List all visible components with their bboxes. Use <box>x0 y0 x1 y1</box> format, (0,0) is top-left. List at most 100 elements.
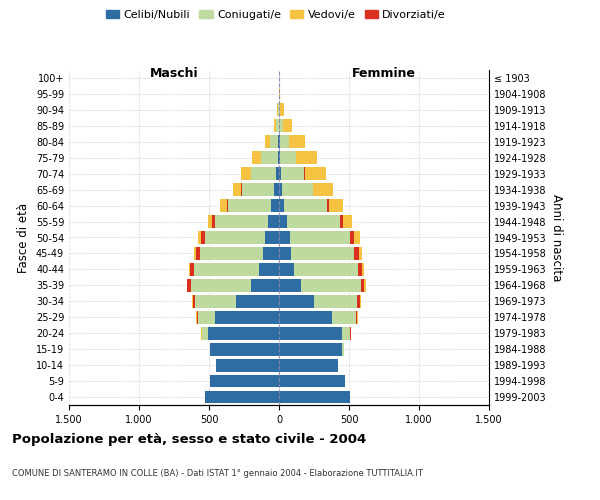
Bar <box>265 136 270 148</box>
Bar <box>210 343 211 355</box>
Bar <box>364 279 365 291</box>
Text: COMUNE DI SANTERAMO IN COLLE (BA) - Dati ISTAT 1° gennaio 2004 - Elaborazione TU: COMUNE DI SANTERAMO IN COLLE (BA) - Dati… <box>12 469 423 478</box>
Bar <box>328 199 329 212</box>
Bar <box>263 247 279 260</box>
Bar <box>358 295 360 308</box>
Bar <box>242 184 274 196</box>
Bar <box>332 311 356 324</box>
Bar <box>276 168 279 180</box>
Bar <box>191 279 251 291</box>
Bar <box>228 199 271 212</box>
Y-axis label: Anni di nascita: Anni di nascita <box>550 194 563 281</box>
Bar <box>192 295 193 308</box>
Bar <box>287 215 340 228</box>
Bar <box>279 184 282 196</box>
Bar <box>241 184 242 196</box>
Bar <box>205 231 265 244</box>
Bar <box>195 295 236 308</box>
Bar <box>196 247 200 260</box>
Bar <box>289 136 305 148</box>
Bar <box>265 231 279 244</box>
Bar <box>279 168 281 180</box>
Bar <box>360 295 361 308</box>
Bar <box>291 247 354 260</box>
Bar <box>357 311 358 324</box>
Bar <box>284 199 328 212</box>
Bar <box>205 390 279 404</box>
Bar <box>359 247 362 260</box>
Bar <box>329 199 343 212</box>
Bar <box>343 215 352 228</box>
Bar <box>200 247 263 260</box>
Bar <box>314 295 358 308</box>
Bar <box>279 311 332 324</box>
Text: Femmine: Femmine <box>352 67 416 80</box>
Legend: Celibi/Nubili, Coniugati/e, Vedovi/e, Divorziati/e: Celibi/Nubili, Coniugati/e, Vedovi/e, Di… <box>101 6 451 25</box>
Text: Popolazione per età, sesso e stato civile - 2004: Popolazione per età, sesso e stato civil… <box>12 432 366 446</box>
Bar <box>279 263 294 276</box>
Bar <box>280 136 289 148</box>
Bar <box>294 263 358 276</box>
Bar <box>251 279 279 291</box>
Bar <box>358 263 362 276</box>
Bar <box>197 311 198 324</box>
Bar <box>279 215 287 228</box>
Bar <box>274 184 279 196</box>
Bar <box>216 358 279 372</box>
Bar <box>194 247 196 260</box>
Bar <box>279 247 291 260</box>
Bar <box>301 279 361 291</box>
Bar <box>279 199 284 212</box>
Bar <box>340 215 343 228</box>
Bar <box>212 215 215 228</box>
Bar <box>215 311 279 324</box>
Bar <box>196 311 197 324</box>
Bar <box>198 231 200 244</box>
Bar <box>280 152 296 164</box>
Bar <box>274 120 276 132</box>
Bar <box>220 199 227 212</box>
Bar <box>279 104 280 117</box>
Bar <box>342 343 344 355</box>
Bar <box>354 231 359 244</box>
Bar <box>350 231 354 244</box>
Bar <box>313 184 333 196</box>
Bar <box>194 263 259 276</box>
Bar <box>211 343 279 355</box>
Bar <box>261 152 278 164</box>
Bar <box>279 327 342 340</box>
Bar <box>342 327 350 340</box>
Bar <box>259 263 279 276</box>
Bar <box>227 199 228 212</box>
Bar <box>200 231 205 244</box>
Bar <box>279 231 290 244</box>
Bar <box>193 295 195 308</box>
Bar <box>362 263 364 276</box>
Bar <box>187 279 191 291</box>
Bar <box>279 295 314 308</box>
Bar <box>296 152 317 164</box>
Bar <box>253 152 261 164</box>
Bar <box>277 104 278 117</box>
Bar <box>208 215 212 228</box>
Bar <box>233 184 241 196</box>
Bar <box>279 390 350 404</box>
Bar <box>279 120 283 132</box>
Bar <box>251 168 276 180</box>
Bar <box>236 295 279 308</box>
Bar <box>281 168 304 180</box>
Bar <box>211 374 279 388</box>
Bar <box>198 311 215 324</box>
Bar <box>279 88 280 101</box>
Bar <box>278 136 279 148</box>
Bar <box>202 327 208 340</box>
Bar <box>190 263 194 276</box>
Bar <box>305 168 326 180</box>
Bar <box>279 343 342 355</box>
Bar <box>280 104 284 117</box>
Bar <box>270 136 278 148</box>
Bar <box>241 168 251 180</box>
Bar <box>290 231 350 244</box>
Bar <box>350 327 352 340</box>
Bar <box>279 279 301 291</box>
